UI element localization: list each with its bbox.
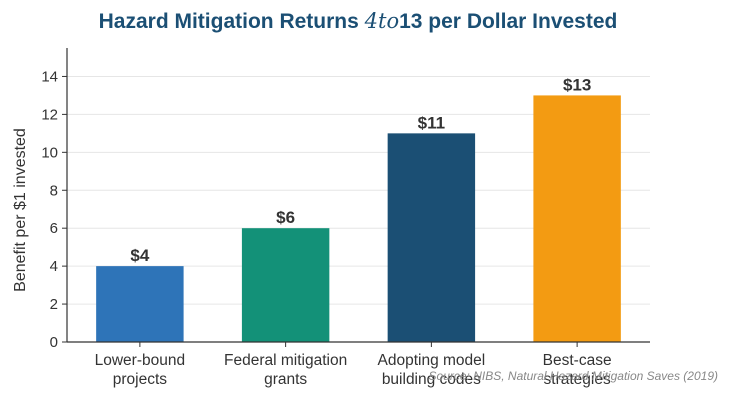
y-axis-ticks: 0 2 4 6 8 10 12 14 <box>41 68 67 351</box>
source-note: Source: NIBS, Natural Hazard Mitigation … <box>429 369 718 383</box>
data-label: $4 <box>130 246 149 265</box>
y-tick-label: 0 <box>50 334 58 351</box>
y-axis-label: Benefit per $1 invested <box>12 128 29 292</box>
y-tick-label: 14 <box>41 68 58 85</box>
bar <box>533 95 621 342</box>
y-tick-label: 12 <box>41 106 58 123</box>
data-labels: $4 $6 $11 $13 <box>130 75 591 265</box>
data-label: $13 <box>563 75 591 94</box>
bar <box>387 133 476 342</box>
x-tick-label: Federal mitigation grants <box>224 352 347 388</box>
bars <box>96 95 621 342</box>
bar <box>241 228 330 342</box>
data-label: $11 <box>418 113 445 132</box>
y-tick-label: 2 <box>50 296 58 313</box>
x-tick-label: Best-case strategies <box>543 352 612 388</box>
x-axis-ticks: Lower-bound projects Federal mitigation gra… <box>95 342 612 388</box>
y-tick-label: 6 <box>50 220 58 237</box>
x-tick-label: Lower-bound projects <box>95 352 185 388</box>
y-tick-label: 4 <box>50 258 58 275</box>
data-label: $6 <box>276 208 295 227</box>
x-tick-label: Adopting model building codes <box>378 352 486 388</box>
axes <box>66 48 650 343</box>
bar <box>96 266 184 342</box>
y-tick-label: 8 <box>50 182 58 199</box>
chart-title: Hazard Mitigation Returns 4to13 per Doll… <box>99 9 618 33</box>
y-tick-label: 10 <box>41 144 58 161</box>
